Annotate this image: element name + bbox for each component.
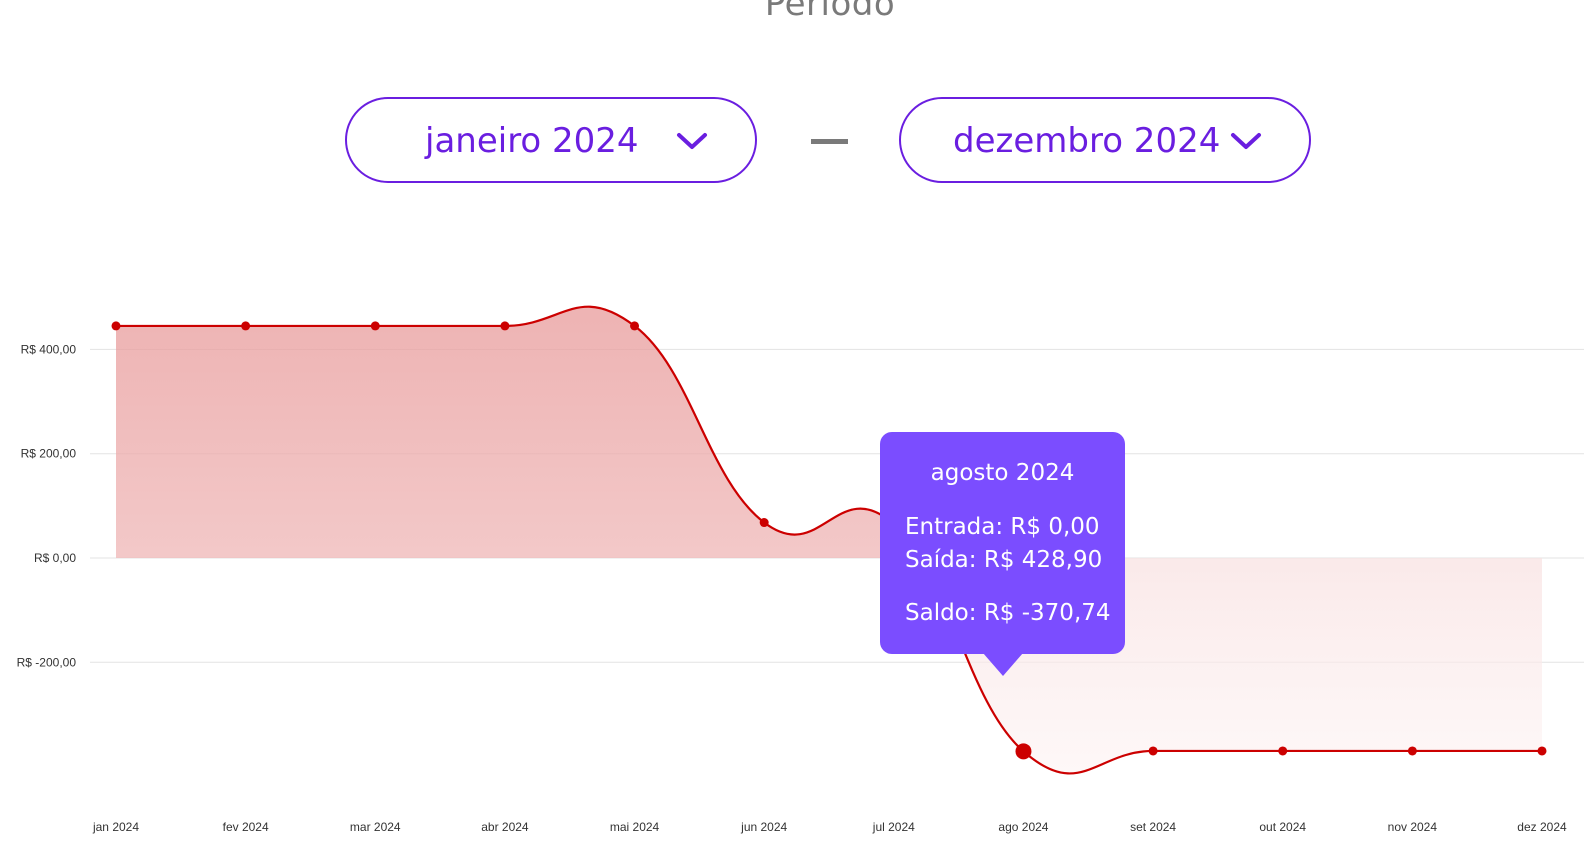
data-point[interactable] — [759, 518, 769, 528]
data-point[interactable] — [111, 321, 121, 331]
data-point[interactable] — [1278, 746, 1288, 756]
chart-tooltip: agosto 2024 Entrada: R$ 0,00 Saída: R$ 4… — [880, 432, 1125, 676]
tooltip-arrow — [983, 653, 1023, 676]
data-point[interactable] — [630, 321, 640, 331]
period-end-select[interactable]: dezembro 2024 — [899, 97, 1311, 183]
positive-area — [116, 306, 1542, 558]
x-tick-label: jan 2024 — [92, 820, 139, 834]
period-start-value: janeiro 2024 — [425, 121, 639, 161]
tooltip-saldo: Saldo: R$ -370,74 — [905, 600, 1111, 626]
highlighted-data-point[interactable] — [1015, 743, 1032, 760]
x-tick-label: jul 2024 — [872, 820, 915, 834]
chevron-down-icon — [677, 133, 707, 149]
x-tick-label: dez 2024 — [1517, 820, 1567, 834]
x-tick-label: fev 2024 — [223, 820, 269, 834]
chevron-down-icon — [1231, 133, 1261, 149]
data-point[interactable] — [1407, 746, 1417, 756]
period-start-select[interactable]: janeiro 2024 — [345, 97, 757, 183]
y-tick-label: R$ 200,00 — [21, 447, 77, 461]
data-point[interactable] — [500, 321, 510, 331]
data-point[interactable] — [370, 321, 380, 331]
y-tick-label: R$ -200,00 — [17, 655, 77, 669]
x-tick-label: out 2024 — [1259, 820, 1306, 834]
y-tick-label: R$ 0,00 — [34, 551, 76, 565]
x-tick-label: nov 2024 — [1388, 820, 1438, 834]
x-tick-label: jun 2024 — [740, 820, 787, 834]
period-separator — [811, 139, 848, 144]
data-point[interactable] — [1148, 746, 1158, 756]
x-tick-label: abr 2024 — [481, 820, 529, 834]
x-tick-label: ago 2024 — [998, 820, 1048, 834]
x-tick-label: mai 2024 — [610, 820, 660, 834]
data-point[interactable] — [1537, 746, 1547, 756]
y-tick-label: R$ 400,00 — [21, 342, 77, 356]
page-title: Período — [764, 0, 896, 24]
negative-area — [116, 558, 1542, 774]
x-tick-label: mar 2024 — [350, 820, 401, 834]
x-tick-label: set 2024 — [1130, 820, 1176, 834]
period-end-value: dezembro 2024 — [953, 121, 1221, 161]
tooltip-saida: Saída: R$ 428,90 — [905, 547, 1103, 573]
tooltip-entrada: Entrada: R$ 0,00 — [905, 514, 1100, 540]
data-point[interactable] — [241, 321, 251, 331]
tooltip-title: agosto 2024 — [930, 460, 1075, 486]
